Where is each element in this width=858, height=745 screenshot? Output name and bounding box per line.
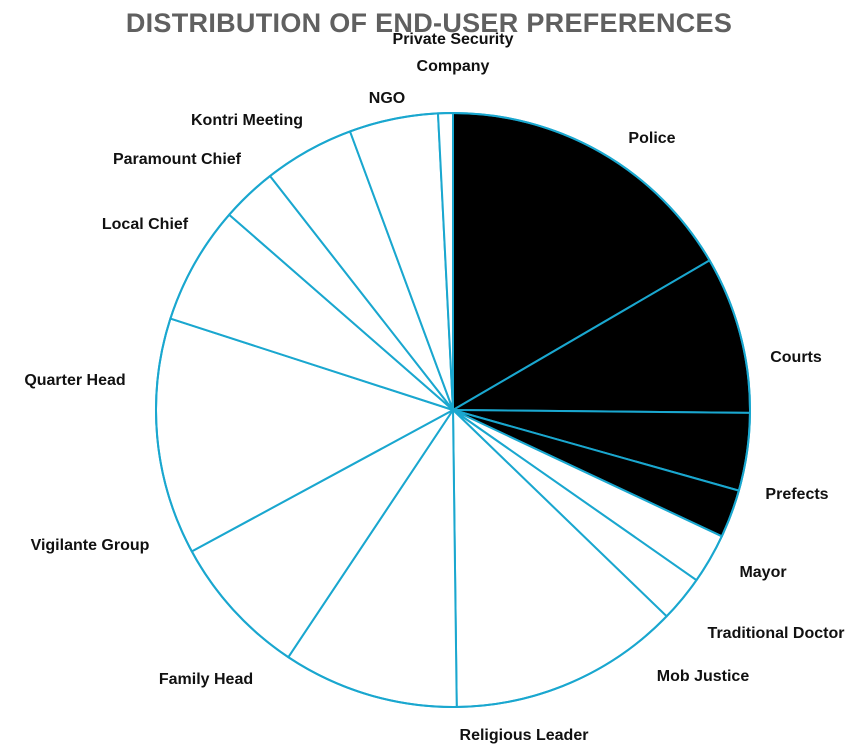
label-private-security-company: Private Security Company [393, 31, 514, 75]
label-prefects: Prefects [765, 486, 828, 503]
pie-labels: Police Courts Prefects Mayor Traditional Doc… [24, 31, 844, 744]
label-religious-leader: Religious Leader [460, 727, 589, 744]
label-traditional-doctor: Traditional Doctor [708, 625, 845, 642]
label-mob-justice: Mob Justice [657, 668, 750, 685]
chart-title: DISTRIBUTION OF END-USER PREFERENCES [125, 8, 733, 38]
label-kontri-meeting: Kontri Meeting [191, 112, 303, 129]
pie-slices [155, 112, 751, 708]
label-police: Police [628, 130, 675, 147]
label-local-chief: Local Chief [102, 216, 189, 233]
label-vigilante-group: Vigilante Group [31, 537, 150, 554]
label-mayor: Mayor [739, 564, 786, 581]
label-courts: Courts [770, 349, 822, 366]
label-paramount-chief: Paramount Chief [113, 151, 242, 168]
label-ngo: NGO [369, 90, 405, 107]
label-family-head: Family Head [159, 671, 253, 688]
pie-rim [155, 112, 751, 708]
label-quarter-head: Quarter Head [24, 372, 125, 389]
